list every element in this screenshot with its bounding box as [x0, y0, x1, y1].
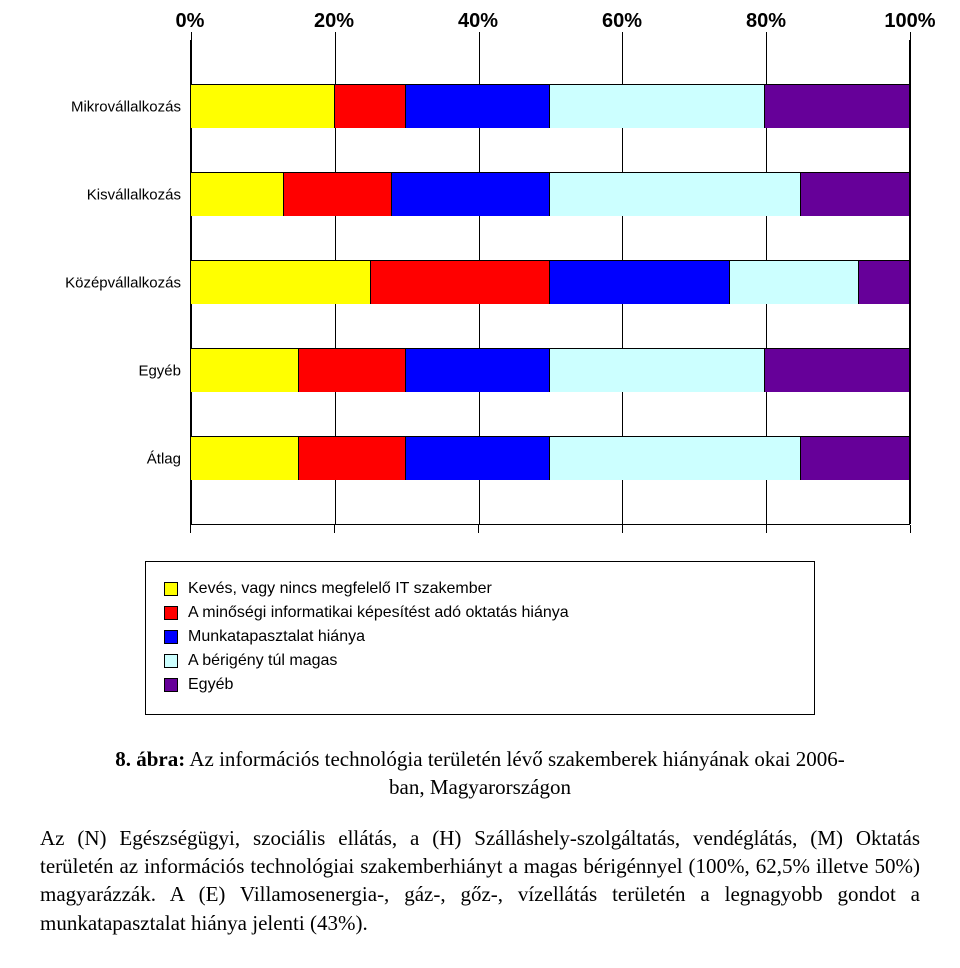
x-axis-tick-label: 0%: [176, 10, 205, 33]
category-label: Középvállalkozás: [41, 274, 191, 291]
figure-caption-line2: ban, Magyarországon: [40, 773, 920, 801]
legend-item: Kevés, vagy nincs megfelelő IT szakember: [164, 580, 796, 598]
bar-segment: [406, 349, 550, 392]
bar-segment: [730, 261, 859, 304]
legend-label: Egyéb: [188, 676, 233, 694]
legend-label: Kevés, vagy nincs megfelelő IT szakember: [188, 580, 492, 598]
bar-segment: [392, 173, 550, 216]
x-axis-tick: [335, 32, 336, 40]
chart-spacer: [191, 128, 910, 172]
legend-swatch: [164, 654, 178, 668]
chart-spacer: [191, 304, 910, 348]
legend-item: Egyéb: [164, 676, 796, 694]
bar-segment: [801, 173, 909, 216]
chart-spacer: [191, 480, 910, 524]
legend-swatch: [164, 678, 178, 692]
legend-label: Munkatapasztalat hiánya: [188, 628, 365, 646]
bar-segment: [550, 349, 765, 392]
bar-segment: [191, 349, 299, 392]
x-axis-bottom-tick: [622, 525, 623, 533]
category-label: Kisvállalkozás: [41, 186, 191, 203]
bar-row: Mikrovállalkozás: [191, 84, 910, 128]
legend-label: A bérigény túl magas: [188, 652, 337, 670]
body-paragraph: Az (N) Egészségügyi, szociális ellátás, …: [40, 824, 920, 937]
chart-spacer: [191, 40, 910, 84]
x-axis-bottom-tick: [190, 525, 191, 533]
x-axis-tick: [766, 32, 767, 40]
bar-segment: [406, 85, 550, 128]
x-axis-tick: [910, 32, 911, 40]
bar-segment: [765, 85, 909, 128]
x-axis-tick-label: 100%: [884, 10, 935, 33]
chart-spacer: [191, 216, 910, 260]
legend-item: A minőségi informatikai képesítést adó o…: [164, 604, 796, 622]
bar-row: Középvállalkozás: [191, 260, 910, 304]
bar-segment: [371, 261, 551, 304]
bar-segment: [406, 437, 550, 480]
bar-segment: [550, 85, 765, 128]
legend-label: A minőségi informatikai képesítést adó o…: [188, 604, 569, 622]
figure-caption-label: 8. ábra:: [115, 747, 185, 771]
legend: Kevés, vagy nincs megfelelő IT szakember…: [145, 561, 815, 715]
legend-swatch: [164, 606, 178, 620]
x-axis-bottom-ticks: [190, 525, 910, 533]
bar-segment: [191, 437, 299, 480]
x-axis-bottom-tick: [334, 525, 335, 533]
bar-segment: [299, 437, 407, 480]
bar-segment: [550, 437, 801, 480]
x-axis-tick: [622, 32, 623, 40]
x-axis-tick-label: 60%: [602, 10, 642, 33]
chart-spacer: [191, 392, 910, 436]
x-axis-tick-label: 40%: [458, 10, 498, 33]
bar-row: Egyéb: [191, 348, 910, 392]
bar-segment: [191, 173, 284, 216]
x-axis-tick-label: 80%: [746, 10, 786, 33]
category-label: Egyéb: [41, 362, 191, 379]
bar-segment: [191, 85, 335, 128]
bar-segment: [859, 261, 909, 304]
x-axis-bottom-tick: [910, 525, 911, 533]
x-axis-bottom-tick: [766, 525, 767, 533]
bar-segment: [550, 173, 801, 216]
bar-segment: [550, 261, 730, 304]
chart-container: 0%20%40%60%80%100% MikrovállalkozásKisvá…: [40, 0, 920, 715]
bar-row: Kisvállalkozás: [191, 172, 910, 216]
plot-area: Mikrovállalkozás Kisvállalkozás Középválla…: [190, 40, 910, 525]
figure-caption-text-1: Az információs technológia területén lév…: [189, 747, 844, 771]
x-axis-tick: [479, 32, 480, 40]
legend-swatch: [164, 630, 178, 644]
bar-segment: [335, 85, 407, 128]
category-label: Mikrovállalkozás: [41, 98, 191, 115]
x-axis-labels: 0%20%40%60%80%100%: [190, 10, 910, 40]
legend-item: A bérigény túl magas: [164, 652, 796, 670]
bar-segment: [765, 349, 909, 392]
legend-item: Munkatapasztalat hiánya: [164, 628, 796, 646]
plot-wrapper: 0%20%40%60%80%100% MikrovállalkozásKisvá…: [190, 10, 910, 533]
bar-segment: [284, 173, 392, 216]
caption-block: 8. ábra: Az információs technológia terü…: [40, 745, 920, 937]
bar-segment: [191, 261, 371, 304]
x-axis-tick-label: 20%: [314, 10, 354, 33]
bar-segment: [801, 437, 909, 480]
bar-row: Átlag: [191, 436, 910, 480]
x-axis-tick: [191, 32, 192, 40]
figure-caption: 8. ábra: Az információs technológia terü…: [40, 745, 920, 773]
gridline: [910, 40, 911, 524]
legend-swatch: [164, 582, 178, 596]
bar-segment: [299, 349, 407, 392]
category-label: Átlag: [41, 450, 191, 467]
x-axis-bottom-tick: [478, 525, 479, 533]
